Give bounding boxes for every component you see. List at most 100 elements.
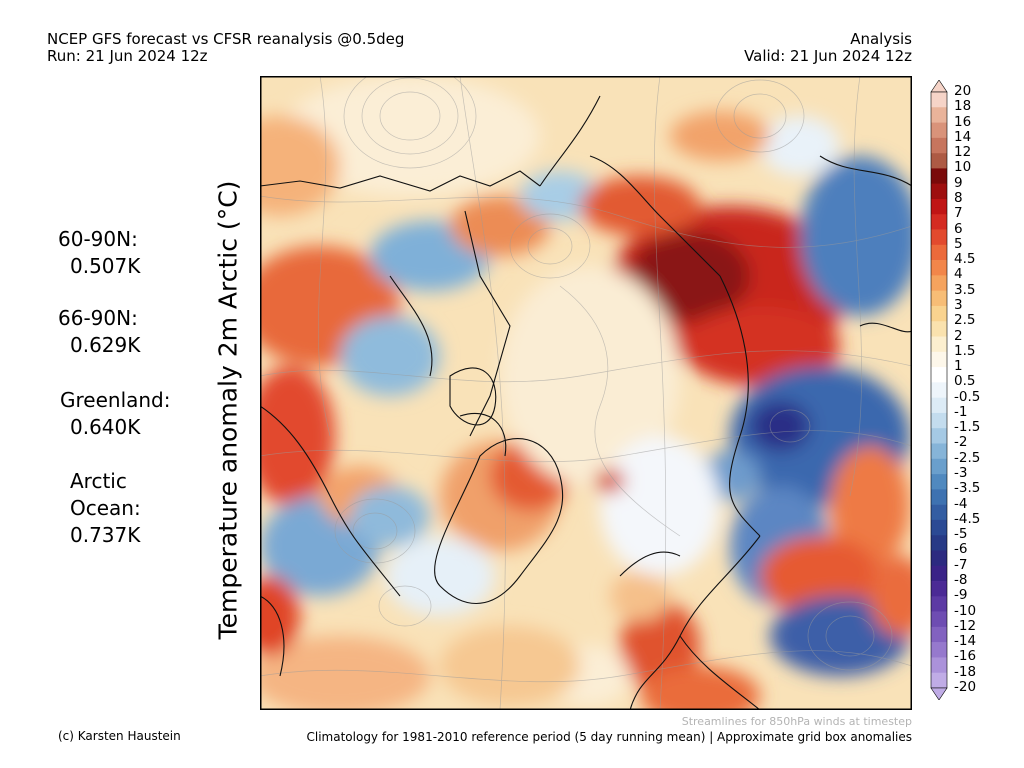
colorbar-tick-label: 3.5 — [954, 281, 976, 298]
colorbar-tick-label: -5 — [954, 526, 968, 543]
colorbar-arrow-bottom — [930, 687, 948, 700]
colorbar-swatch — [931, 565, 947, 582]
colorbar-swatch — [931, 275, 947, 291]
colorbar-tick-label: 0.5 — [954, 373, 976, 390]
colorbar-tick-label: -18 — [954, 663, 977, 680]
colorbar-tick-label: -1.5 — [954, 419, 981, 436]
colorbar-swatch — [931, 489, 947, 505]
colorbar-swatch — [931, 244, 947, 261]
colorbar-swatch — [931, 168, 947, 184]
colorbar-tick-label: -6 — [954, 541, 968, 558]
anomaly-map — [260, 76, 912, 710]
colorbar-arrow-top — [930, 80, 948, 93]
colorbar-swatch — [931, 657, 947, 674]
valid-time: Valid: 21 Jun 2024 12z — [744, 47, 912, 65]
colorbar-swatch — [931, 642, 947, 658]
colorbar-swatch — [931, 198, 947, 215]
climatology-note: Climatology for 1981-2010 reference peri… — [306, 730, 913, 744]
colorbar-swatch — [931, 581, 947, 597]
colorbar-swatch — [931, 458, 947, 475]
colorbar-tick-label: 14 — [954, 128, 972, 145]
stat-arctic-ocean: Arctic Ocean: 0.737K — [70, 468, 141, 549]
colorbar-swatch — [931, 260, 947, 276]
colorbar-swatch — [931, 122, 947, 139]
coastlines — [260, 95, 912, 710]
colorbar-tick-label: 9 — [954, 174, 963, 191]
colorbar-tick-label: 7 — [954, 205, 963, 222]
colorbar-swatch — [931, 611, 947, 628]
colorbar-tick-label: 5 — [954, 235, 963, 252]
streamlines-note: Streamlines for 850hPa winds at timestep — [681, 715, 912, 728]
colorbar-swatch — [931, 367, 947, 383]
colorbar-tick-label: 1.5 — [954, 342, 976, 359]
colorbar-tick-label: -4.5 — [954, 510, 981, 527]
colorbar-swatch — [931, 336, 947, 353]
colorbar-swatch — [931, 92, 947, 108]
stat-label: Arctic — [70, 469, 127, 493]
colorbar-tick-label: 3 — [954, 296, 963, 313]
colorbar-swatch — [931, 672, 947, 689]
colorbar-swatch — [931, 412, 947, 429]
colorbar-tick-label: 12 — [954, 144, 972, 161]
colorbar-tick-label: -20 — [954, 679, 977, 695]
colorbar-swatch — [931, 474, 947, 490]
wind-streamlines — [260, 76, 912, 710]
colorbar-tick-label: -14 — [954, 633, 977, 650]
colorbar-tick-label: 8 — [954, 189, 963, 206]
colorbar — [930, 80, 948, 700]
colorbar-swatch — [931, 305, 947, 322]
colorbar-tick-label: 1 — [954, 358, 963, 375]
colorbar-swatch — [931, 443, 947, 460]
colorbar-tick-label: -9 — [954, 587, 968, 604]
stat-greenland: Greenland: 0.640K — [60, 387, 171, 441]
colorbar-tick-label: -10 — [954, 602, 977, 619]
stat-value: 0.507K — [70, 254, 141, 278]
colorbar-swatch — [931, 153, 947, 169]
stat-60-90n: 60-90N: 0.507K — [58, 226, 140, 280]
stat-value: 0.629K — [70, 333, 141, 357]
stat-label-2: Ocean: — [70, 496, 141, 520]
colorbar-swatch — [931, 550, 947, 567]
stat-value: 0.737K — [70, 523, 141, 547]
colorbar-tick-label: -12 — [954, 617, 977, 634]
colorbar-swatch — [931, 596, 947, 612]
colorbar-swatch — [931, 214, 947, 230]
colorbar-tick-label: 10 — [954, 159, 972, 176]
colorbar-tick-label: -8 — [954, 572, 968, 589]
colorbar-swatch — [931, 137, 947, 154]
colorbar-swatch — [931, 397, 947, 414]
colorbar-tick-label: -4 — [954, 495, 968, 512]
stat-value: 0.640K — [70, 415, 141, 439]
colorbar-tick-label: 18 — [954, 98, 972, 115]
y-axis-title: Temperature anomaly 2m Arctic (°C) — [213, 180, 243, 640]
colorbar-swatch — [931, 321, 947, 337]
colorbar-tick-label: -1 — [954, 403, 968, 420]
colorbar-tick-label: -0.5 — [954, 388, 981, 405]
colorbar-tick-label: 2 — [954, 327, 963, 344]
colorbar-tick-label: -7 — [954, 556, 968, 573]
stat-label: 60-90N: — [58, 227, 138, 251]
colorbar-swatch — [931, 519, 947, 536]
run-time: Run: 21 Jun 2024 12z — [47, 47, 208, 65]
colorbar-tick-label: 2.5 — [954, 312, 976, 329]
colorbar-swatch — [931, 382, 947, 398]
colorbar-tick-label: 6 — [954, 220, 963, 237]
colorbar-swatch — [931, 535, 947, 551]
analysis-label: Analysis — [850, 30, 912, 48]
credit: (c) Karsten Haustein — [58, 729, 181, 743]
colorbar-tick-label: -2.5 — [954, 449, 981, 466]
colorbar-swatch — [931, 183, 947, 200]
colorbar-swatch — [931, 428, 947, 444]
colorbar-swatch — [931, 290, 947, 307]
chart-title: NCEP GFS forecast vs CFSR reanalysis @0.… — [47, 30, 405, 48]
stat-66-90n: 66-90N: 0.629K — [58, 305, 140, 359]
stat-label: 66-90N: — [58, 306, 138, 330]
colorbar-swatch — [931, 504, 947, 521]
colorbar-tick-label: 16 — [954, 113, 972, 130]
colorbar-swatch — [931, 351, 947, 368]
colorbar-tick-label: -3.5 — [954, 480, 981, 497]
colorbar-tick-label: 20 — [954, 83, 972, 99]
colorbar-swatch — [931, 626, 947, 643]
colorbar-swatch — [931, 107, 947, 123]
colorbar-tick-label: 4.5 — [954, 251, 976, 268]
